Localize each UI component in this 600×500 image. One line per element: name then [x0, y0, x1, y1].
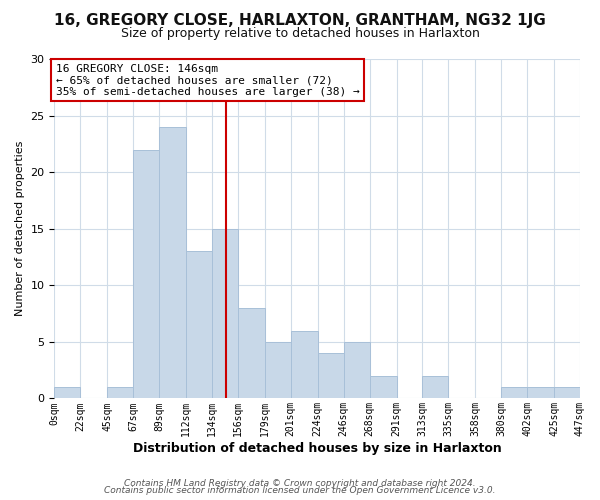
Bar: [501, 387, 527, 398]
Bar: [55, 387, 80, 398]
Bar: [422, 376, 448, 398]
Y-axis label: Number of detached properties: Number of detached properties: [15, 141, 25, 316]
Bar: [265, 342, 291, 398]
Bar: [107, 387, 133, 398]
X-axis label: Distribution of detached houses by size in Harlaxton: Distribution of detached houses by size …: [133, 442, 502, 455]
Text: 16, GREGORY CLOSE, HARLAXTON, GRANTHAM, NG32 1JG: 16, GREGORY CLOSE, HARLAXTON, GRANTHAM, …: [54, 12, 546, 28]
Bar: [291, 330, 318, 398]
Bar: [133, 150, 159, 398]
Bar: [238, 308, 265, 398]
Bar: [212, 228, 238, 398]
Bar: [318, 353, 344, 399]
Bar: [370, 376, 397, 398]
Text: Size of property relative to detached houses in Harlaxton: Size of property relative to detached ho…: [121, 28, 479, 40]
Bar: [527, 387, 554, 398]
Text: 16 GREGORY CLOSE: 146sqm
← 65% of detached houses are smaller (72)
35% of semi-d: 16 GREGORY CLOSE: 146sqm ← 65% of detach…: [56, 64, 359, 96]
Text: Contains HM Land Registry data © Crown copyright and database right 2024.: Contains HM Land Registry data © Crown c…: [124, 478, 476, 488]
Bar: [186, 252, 212, 398]
Text: Contains public sector information licensed under the Open Government Licence v3: Contains public sector information licen…: [104, 486, 496, 495]
Bar: [554, 387, 580, 398]
Bar: [159, 127, 186, 398]
Bar: [344, 342, 370, 398]
